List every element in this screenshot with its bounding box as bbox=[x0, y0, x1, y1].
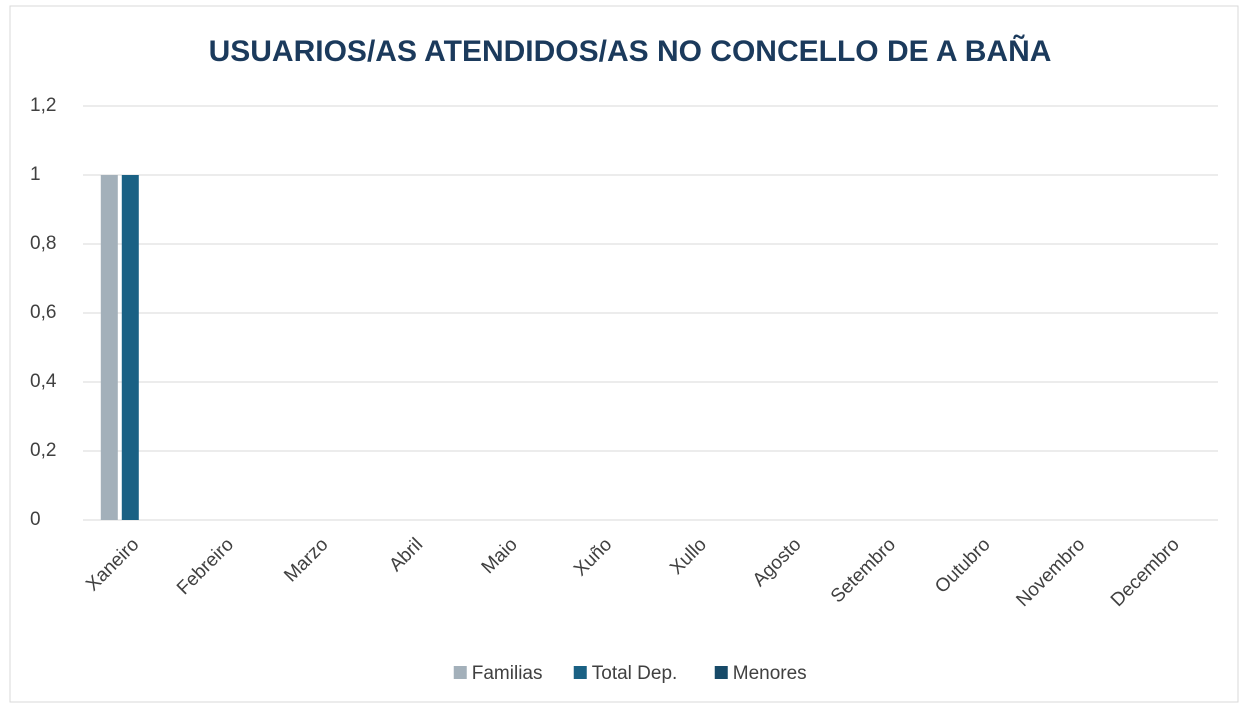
y-tick-label: 0 bbox=[30, 509, 41, 530]
legend-label: Total Dep. bbox=[592, 663, 678, 684]
legend-swatch bbox=[453, 666, 467, 679]
bar bbox=[100, 175, 118, 520]
y-tick-label: 0,6 bbox=[30, 302, 56, 323]
legend-label: Menores bbox=[733, 663, 807, 684]
chart-title: USUARIOS/AS ATENDIDOS/AS NO CONCELLO DE … bbox=[209, 34, 1052, 68]
y-tick-label: 0,8 bbox=[30, 233, 56, 254]
legend-label: Familias bbox=[472, 663, 543, 684]
y-tick-label: 1 bbox=[30, 164, 41, 185]
legend-swatch bbox=[573, 666, 587, 679]
chart-border bbox=[9, 5, 1239, 703]
y-tick-label: 0,2 bbox=[30, 440, 56, 461]
legend-swatch bbox=[714, 666, 728, 679]
y-tick-label: 1,2 bbox=[30, 95, 56, 116]
bar bbox=[121, 175, 139, 520]
y-tick-label: 0,4 bbox=[30, 371, 57, 392]
